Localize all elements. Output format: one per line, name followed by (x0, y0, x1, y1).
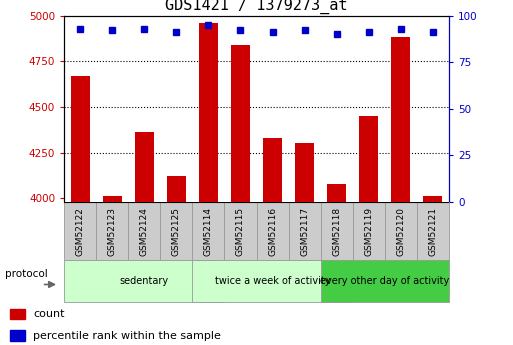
Text: GSM52121: GSM52121 (428, 207, 438, 256)
Bar (321, 202, 353, 260)
Text: GSM52124: GSM52124 (140, 207, 149, 256)
Bar (385, 202, 417, 260)
Text: percentile rank within the sample: percentile rank within the sample (33, 331, 221, 341)
Text: twice a week of activity: twice a week of activity (215, 276, 330, 286)
Bar (96, 202, 128, 260)
Text: GSM52116: GSM52116 (268, 207, 277, 256)
Text: count: count (33, 309, 65, 319)
Bar (167, 176, 186, 202)
Bar (256, 202, 288, 260)
Bar (64, 260, 225, 302)
Bar (10, 330, 26, 341)
Bar (64, 202, 96, 260)
Bar (353, 202, 385, 260)
Text: GSM52119: GSM52119 (364, 207, 373, 256)
Text: GSM52123: GSM52123 (108, 207, 117, 256)
Bar (225, 202, 256, 260)
Bar (128, 202, 160, 260)
Bar (295, 144, 314, 202)
Text: GSM52115: GSM52115 (236, 207, 245, 256)
Text: GSM52118: GSM52118 (332, 207, 341, 256)
Text: GSM52114: GSM52114 (204, 207, 213, 256)
Bar (192, 202, 225, 260)
Bar (417, 202, 449, 260)
Bar (263, 138, 282, 202)
Bar (327, 184, 346, 202)
Bar (70, 76, 90, 202)
Bar (321, 260, 449, 302)
Bar (359, 116, 378, 202)
Bar (10, 308, 26, 319)
Title: GDS1421 / 1379273_at: GDS1421 / 1379273_at (165, 0, 348, 14)
Bar (103, 196, 122, 202)
Bar (134, 132, 154, 202)
Text: GSM52120: GSM52120 (396, 207, 405, 256)
Bar (423, 196, 442, 202)
Text: GSM52122: GSM52122 (75, 207, 85, 256)
Text: GSM52117: GSM52117 (300, 207, 309, 256)
Bar (160, 202, 192, 260)
Bar (231, 45, 250, 202)
Bar (391, 38, 410, 202)
Bar (192, 260, 353, 302)
Text: every other day of activity: every other day of activity (320, 276, 449, 286)
Bar (288, 202, 321, 260)
Text: sedentary: sedentary (120, 276, 169, 286)
Text: GSM52125: GSM52125 (172, 207, 181, 256)
Bar (199, 23, 218, 202)
Text: protocol: protocol (5, 269, 48, 278)
